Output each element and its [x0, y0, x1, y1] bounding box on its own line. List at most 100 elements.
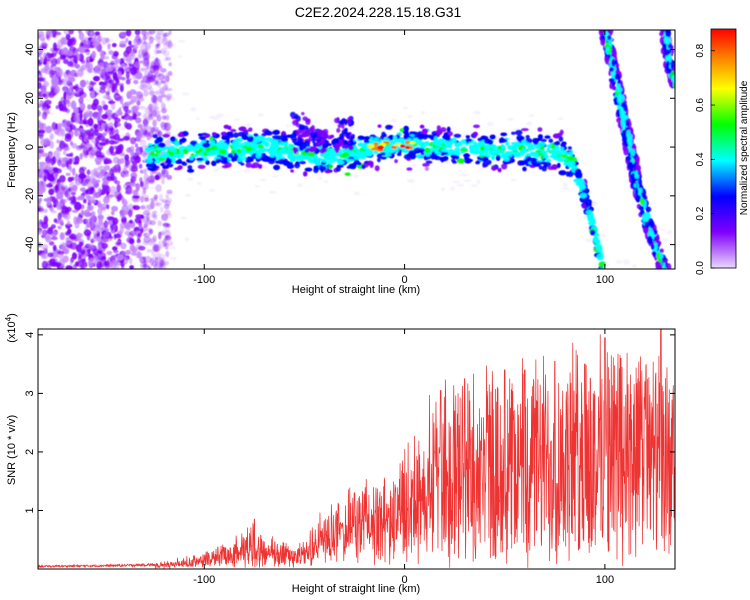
spectrogram-blob — [548, 138, 554, 143]
spectrogram-blob — [52, 34, 57, 38]
spectrogram-blob — [126, 55, 132, 62]
spectrogram-blob — [43, 174, 47, 182]
spectrogram-blob — [122, 135, 129, 141]
spectrogram-blob — [107, 100, 116, 104]
spectrogram-blob — [475, 160, 481, 164]
spectrogram-blob — [99, 85, 106, 90]
spectrogram-blob — [44, 53, 52, 62]
spectrogram-blob — [257, 113, 264, 117]
spectrogram-blob — [255, 152, 262, 159]
spectrogram-blob — [144, 255, 152, 264]
spectrogram-blob — [76, 232, 82, 241]
spectrogram-blob — [661, 238, 669, 242]
spectrogram-blob — [281, 131, 286, 136]
x-tick-label: 100 — [596, 274, 614, 286]
spectrogram-blob — [501, 163, 508, 170]
spectrogram-blob — [565, 156, 574, 161]
spectrogram-blob — [119, 84, 124, 93]
spectrogram-blob — [128, 115, 133, 121]
spectrogram-blob — [115, 110, 119, 118]
spectrogram-blob — [454, 142, 460, 148]
spectrogram-blob — [86, 169, 91, 175]
spectrogram-blob — [177, 165, 183, 170]
spectrogram-blob — [551, 145, 556, 149]
spectrogram-blob — [479, 151, 484, 157]
spectrogram-blob — [54, 185, 60, 192]
spectrogram-blob — [611, 58, 616, 67]
spectrogram-blob — [144, 182, 149, 190]
spectrogram-blob — [573, 178, 581, 183]
spectrogram-blob — [57, 159, 62, 167]
colorbar-tick-label: 0.6 — [695, 98, 706, 112]
spectrogram-blob — [81, 172, 86, 181]
spectrogram-blob — [126, 91, 133, 99]
spectrogram-blob — [424, 166, 429, 171]
snr-panel: -100 0 100 1 2 3 4 Height of straight line (k… — [4, 313, 676, 595]
spectrogram-blob — [153, 215, 158, 221]
spectrogram-blob — [106, 204, 110, 210]
spectrogram-blob — [74, 63, 81, 69]
spectrogram-blob — [106, 64, 114, 72]
spectrogram-blob — [130, 165, 138, 173]
spectrogram-blob — [49, 133, 54, 141]
spectrogram-blob — [41, 111, 48, 120]
spectrogram-blob — [70, 186, 77, 195]
spectrogram-blob — [155, 184, 162, 193]
spectrogram-blob — [117, 71, 122, 79]
spectrogram-blob — [180, 216, 187, 220]
spectrogram-blob — [95, 150, 102, 158]
spectrogram-blob — [294, 119, 299, 124]
spectrogram-blob — [409, 131, 414, 135]
spectrogram-blob — [68, 38, 75, 43]
spectrogram-blob — [503, 156, 510, 162]
spectrogram-blob — [62, 150, 67, 156]
spectrogram-blob — [338, 120, 345, 125]
spectrogram-blob — [600, 39, 606, 46]
spectrogram-blob — [435, 129, 443, 135]
spectrogram-blob — [49, 153, 53, 158]
spectrogram-blob — [64, 136, 72, 142]
spectrogram-blob — [290, 169, 294, 173]
spectrogram-blob — [45, 109, 51, 115]
spectrogram-blob — [134, 155, 141, 164]
spectrogram-blob — [452, 160, 458, 164]
spectrogram-blob — [245, 141, 252, 147]
spectrogram-blob — [166, 191, 173, 195]
spectrogram-blob — [450, 186, 455, 191]
spectrogram-blob — [561, 141, 567, 146]
spectrogram-blob — [79, 241, 84, 247]
spectrogram-blob — [157, 73, 165, 81]
spectrogram-blob — [165, 194, 169, 199]
spectrogram-blob — [50, 236, 58, 241]
spectrogram-blob — [67, 228, 72, 235]
spectrogram-blob — [154, 91, 160, 95]
spectrogram-blob — [114, 233, 121, 239]
spectrogram-blob — [348, 163, 357, 169]
spectrogram-blob — [116, 184, 121, 193]
spectrogram-blob — [659, 248, 664, 254]
spectrogram-blob — [116, 241, 122, 246]
spectrogram-blob — [614, 100, 619, 106]
spectrogram-blob — [98, 69, 106, 76]
spectrogram-blob — [159, 193, 163, 202]
spectrogram-blob — [149, 186, 157, 190]
spectrogram-blob — [476, 179, 481, 184]
spectrogram-blob — [83, 209, 90, 218]
spectrogram-blob — [573, 151, 579, 155]
spectrogram-blob — [271, 174, 279, 178]
spectrogram-blob — [137, 123, 143, 129]
spectrogram-blob — [226, 138, 230, 145]
spectrogram-blob — [367, 140, 375, 144]
spectrogram-blob — [231, 149, 236, 154]
spectrogram-blob — [85, 98, 92, 103]
spectrogram-blob — [635, 163, 639, 172]
spectrogram-blob — [328, 164, 333, 169]
spectrogram-blob — [374, 165, 380, 172]
spectrogram-blob — [143, 204, 151, 212]
spectrogram-blob — [109, 186, 117, 194]
spectrogram-blob — [95, 160, 102, 165]
spectrogram-blob — [147, 78, 156, 83]
spectrogram-blob — [298, 123, 303, 130]
spectrogram-blob — [60, 137, 65, 140]
spectrogram-blob — [154, 257, 159, 266]
